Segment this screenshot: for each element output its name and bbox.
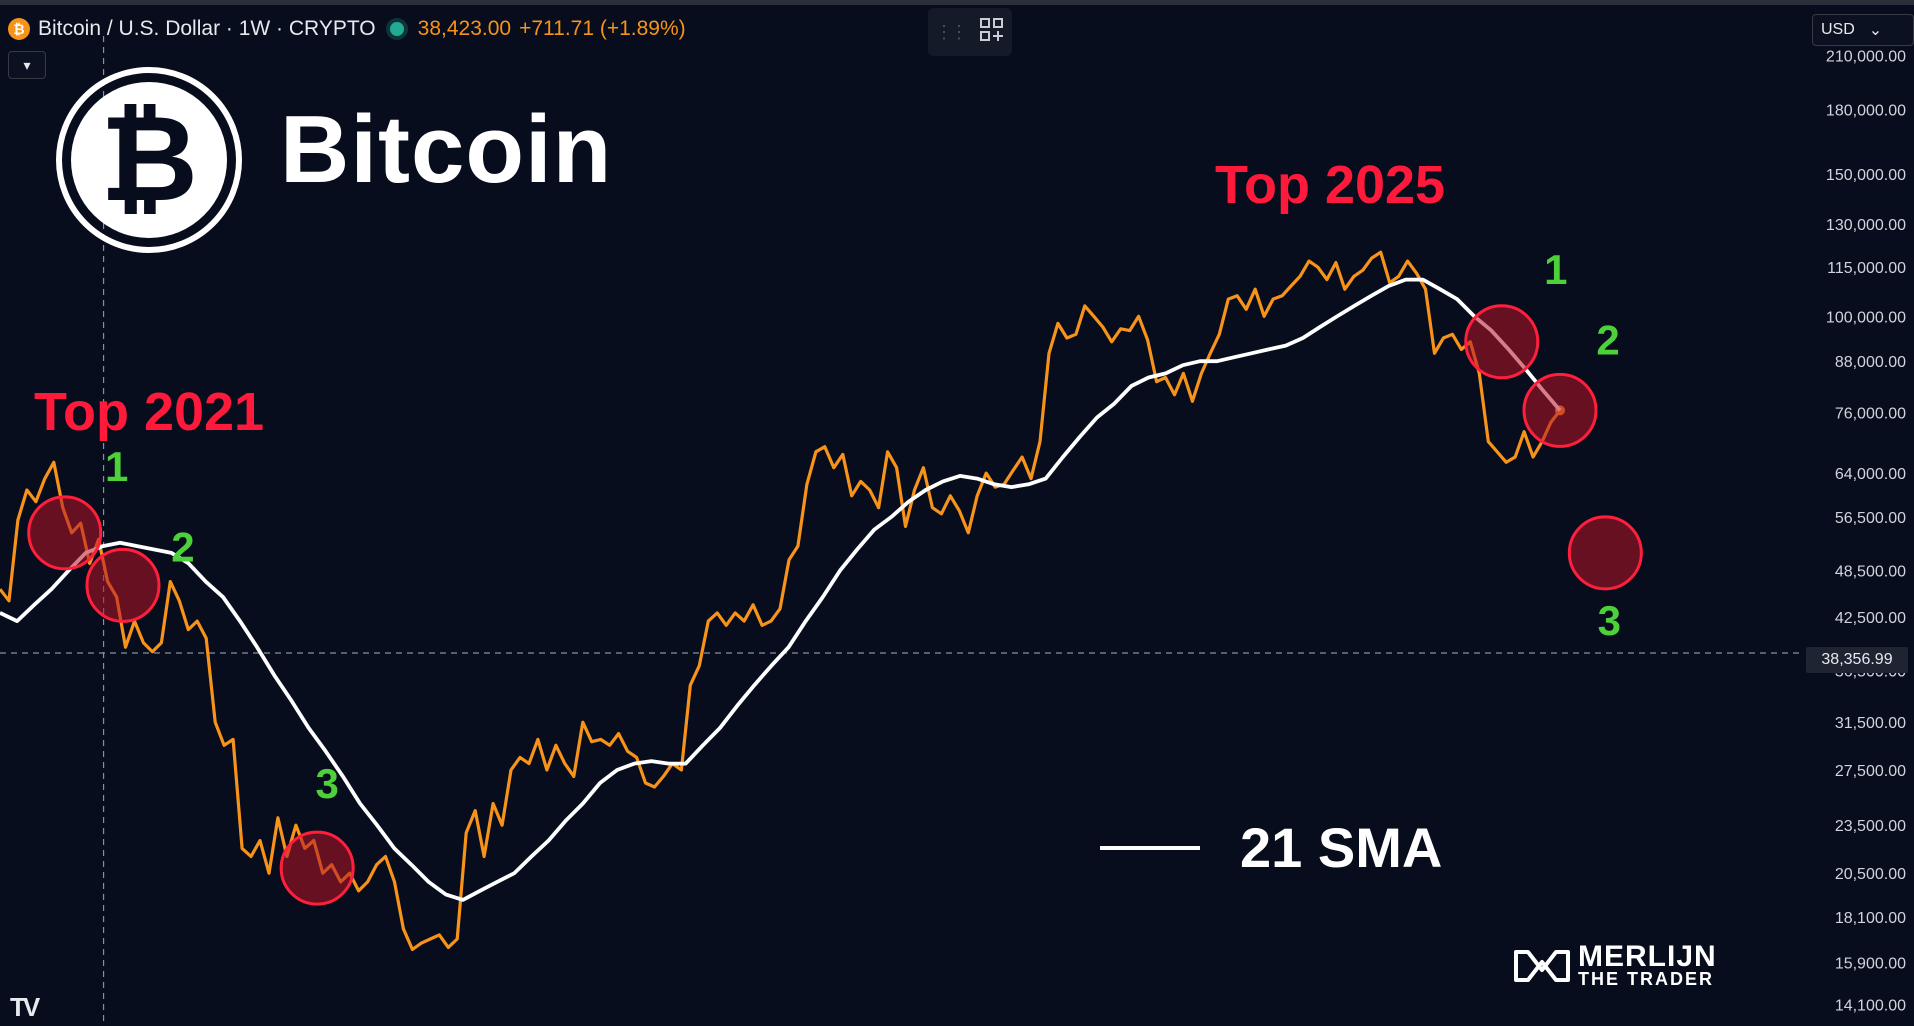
currency-value: USD: [1821, 21, 1855, 38]
tradingview-logo-icon[interactable]: TV: [10, 992, 40, 1022]
y-tick-label: 23,500.00: [1835, 818, 1906, 835]
y-tick-label: 100,000.00: [1826, 309, 1906, 326]
y-tick-label: 42,500.00: [1835, 610, 1906, 627]
y-tick-label: 88,000.00: [1835, 354, 1906, 371]
y-tick-label: 31,500.00: [1835, 715, 1906, 732]
y-tick-label: 76,000.00: [1835, 406, 1906, 423]
crosshair: [0, 36, 1800, 1026]
symbol-title[interactable]: Bitcoin / U.S. Dollar · 1W · CRYPTO: [38, 17, 376, 40]
top-2025-label: Top 2025: [1215, 155, 1445, 215]
sma-legend-swatch: [1100, 845, 1200, 850]
drag-handle-icon[interactable]: ⋮⋮: [935, 21, 968, 42]
market-open-status-icon: [389, 22, 404, 36]
collapse-legend-button[interactable]: ▾: [8, 51, 46, 79]
chevron-down-icon: ⌄: [1868, 22, 1883, 39]
price-line: [0, 250, 1562, 952]
price-axis[interactable]: 210,000.00 180,000.00 150,000.00 130,000.00…: [1826, 49, 1906, 1015]
last-price: 38,423.00: [417, 17, 512, 40]
sma-21-line: [0, 277, 1562, 902]
current-price-label: 38,356.99: [1806, 647, 1908, 673]
signal-circle: [1522, 372, 1598, 448]
layout-toolbar[interactable]: ⋮⋮: [928, 8, 1012, 56]
merlijn-subtitle: THE TRADER: [1578, 969, 1714, 989]
bitcoin-wordmark: Bitcoin: [280, 96, 613, 203]
y-tick-label: 56,500.00: [1835, 510, 1906, 527]
chevron-down-icon: ▾: [23, 56, 31, 73]
infinity-logo-icon: [1514, 950, 1570, 982]
top-border: [0, 0, 1914, 5]
y-tick-label: 150,000.00: [1826, 167, 1906, 184]
top-2021-label: Top 2021: [34, 382, 264, 442]
signal-number-label: 3: [315, 760, 338, 807]
y-tick-label: 48,500.00: [1835, 564, 1906, 581]
signal-circle: [1567, 515, 1643, 591]
merlijn-watermark: MERLIJN THE TRADER: [1512, 940, 1717, 989]
signal-number-label: 3: [1598, 597, 1621, 644]
y-tick-label: 180,000.00: [1826, 103, 1906, 120]
signal-circle: [279, 830, 355, 906]
y-tick-label: 27,500.00: [1835, 763, 1906, 780]
signal-number-label: 2: [171, 523, 194, 570]
signal-number-label: 2: [1596, 316, 1619, 363]
y-tick-label: 14,100.00: [1835, 998, 1906, 1015]
y-tick-label: 115,000.00: [1827, 260, 1906, 277]
signal-circle: [27, 495, 103, 571]
signal-circle: [1464, 304, 1540, 380]
currency-selector[interactable]: USD ⌄: [1812, 14, 1914, 46]
sma-legend-label: 21 SMA: [1240, 816, 1443, 879]
signal-circle: [85, 547, 161, 623]
y-tick-label: 20,500.00: [1835, 866, 1906, 883]
svg-text:₿: ₿: [100, 92, 198, 226]
signal-number-label: 1: [105, 443, 128, 490]
y-tick-label: 64,000.00: [1835, 466, 1906, 483]
price-change: +711.71 (+1.89%): [519, 17, 686, 40]
bitcoin-logo-icon: ₿: [56, 67, 242, 253]
y-tick-label: 15,900.00: [1835, 955, 1906, 972]
y-tick-label: 130,000.00: [1826, 217, 1906, 234]
merlijn-name: MERLIJN: [1578, 940, 1717, 973]
bitcoin-coin-icon: ₿: [8, 18, 30, 40]
y-tick-label: 210,000.00: [1826, 49, 1906, 66]
sma-legend: 21 SMA: [1100, 815, 1442, 880]
y-tick-label: 18,100.00: [1835, 910, 1906, 927]
layout-grid-icon[interactable]: [979, 17, 1005, 48]
symbol-header[interactable]: ₿ Bitcoin / U.S. Dollar · 1W · CRYPTO 38…: [8, 16, 686, 42]
signal-number-label: 1: [1544, 246, 1567, 293]
